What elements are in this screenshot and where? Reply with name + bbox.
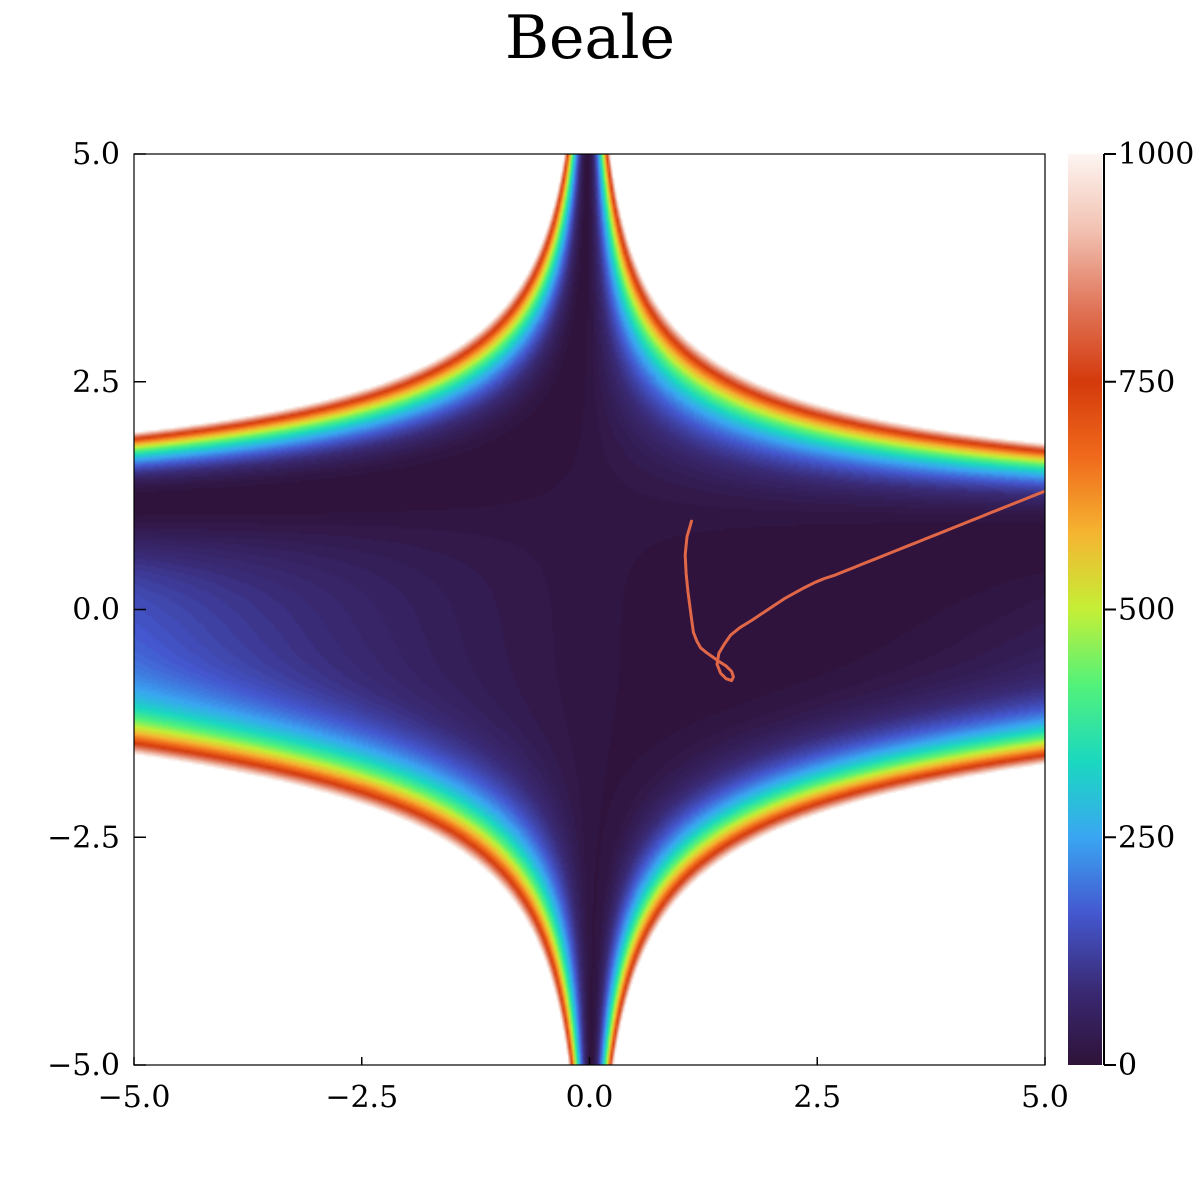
contour-fill [134,154,1045,1065]
colorbar-tick-label: 750 [1118,365,1175,400]
x-tick-label: 2.5 [793,1080,841,1115]
x-axis: −5.0 −2.5 0.0 2.5 5.0 [98,1057,1069,1115]
x-tick-label: 0.0 [566,1080,614,1115]
colorbar-tick-label: 0 [1118,1048,1137,1083]
colorbar: 0 250 500 750 1000 [1068,137,1194,1083]
x-tick-label: −5.0 [98,1080,171,1115]
colorbar-bar [1068,154,1102,1065]
x-tick-label: −2.5 [325,1080,398,1115]
colorbar-tick-label: 500 [1118,593,1175,628]
colorbar-tick-label: 250 [1118,820,1175,855]
y-tick-label: 2.5 [72,365,120,400]
y-axis: −5.0 −2.5 0.0 2.5 5.0 [47,137,146,1083]
y-tick-label: 0.0 [72,593,120,628]
colorbar-ticks: 0 250 500 750 1000 [1104,137,1194,1083]
colorbar-tick-label: 1000 [1118,137,1194,172]
y-tick-label: −5.0 [47,1048,120,1083]
plot-area [133,153,1046,1066]
x-tick-label: 5.0 [1021,1080,1069,1115]
y-tick-label: 5.0 [72,137,120,172]
chart-title: Beale [505,3,675,73]
y-tick-label: −2.5 [47,820,120,855]
optimizer-path [683,489,1045,683]
